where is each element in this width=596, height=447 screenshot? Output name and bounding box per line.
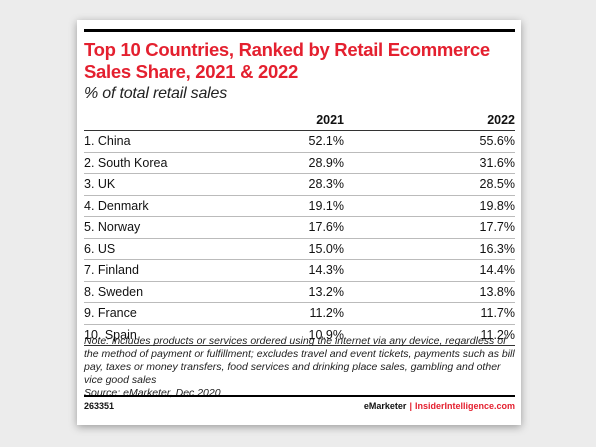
row-value-2022: 31.6% xyxy=(344,152,515,174)
row-value-2022: 28.5% xyxy=(344,173,515,196)
row-country: 8. Sweden xyxy=(84,281,234,303)
row-value-2022: 11.7% xyxy=(344,302,515,325)
table-body: 1. China 52.1% 55.6% 2. South Korea 28.9% 31.… xyxy=(84,130,515,346)
table-row: 6. US 15.0% 16.3% xyxy=(84,238,515,260)
table-row: 5. Norway 17.6% 17.7% xyxy=(84,216,515,239)
table-row: 1. China 52.1% 55.6% xyxy=(84,130,515,153)
row-country: 1. China xyxy=(84,130,234,153)
row-value-2022: 19.8% xyxy=(344,195,515,217)
column-header-2022: 2022 xyxy=(344,110,515,131)
table-header-row: 2021 2022 xyxy=(84,110,515,131)
row-country: 10. Spain xyxy=(84,324,234,346)
row-value-2021: 14.3% xyxy=(234,259,344,282)
table-row: 9. France 11.2% 11.7% xyxy=(84,302,515,325)
row-country: 5. Norway xyxy=(84,216,234,239)
table-row: 4. Denmark 19.1% 19.8% xyxy=(84,195,515,217)
row-value-2021: 11.2% xyxy=(234,302,344,325)
footnote: Note: includes products or services orde… xyxy=(84,335,515,400)
table-row: 7. Finland 14.3% 14.4% xyxy=(84,259,515,282)
row-value-2021: 52.1% xyxy=(234,130,344,153)
row-country: 9. France xyxy=(84,302,234,325)
source-text: Source: eMarketer, Dec 2020 xyxy=(84,387,221,399)
column-header-2021: 2021 xyxy=(234,110,344,131)
row-value-2022: 14.4% xyxy=(344,259,515,282)
row-value-2021: 28.3% xyxy=(234,173,344,196)
row-country: 7. Finland xyxy=(84,259,234,282)
row-value-2022: 11.2% xyxy=(344,324,515,346)
brand-insider-intelligence: InsiderIntelligence.com xyxy=(414,401,515,411)
brand-emarketer: eMarketer xyxy=(363,401,407,411)
row-country: 6. US xyxy=(84,238,234,260)
note-text: Note: includes products or services orde… xyxy=(84,335,515,386)
row-value-2021: 19.1% xyxy=(234,195,344,217)
data-table: 2021 2022 1. China 52.1% 55.6% 2. South Kor… xyxy=(84,110,515,346)
chart-title: Top 10 Countries, Ranked by Retail Ecomm… xyxy=(84,39,490,82)
row-value-2022: 16.3% xyxy=(344,238,515,260)
row-value-2021: 15.0% xyxy=(234,238,344,260)
table-row: 3. UK 28.3% 28.5% xyxy=(84,173,515,196)
brand-separator: | xyxy=(409,401,412,411)
column-header-country xyxy=(84,110,234,131)
top-rule xyxy=(84,29,515,32)
row-country: 2. South Korea xyxy=(84,152,234,174)
row-value-2022: 13.8% xyxy=(344,281,515,303)
chart-id: 263351 xyxy=(84,401,115,411)
table-row: 10. Spain 10.9% 11.2% xyxy=(84,324,515,346)
row-value-2021: 13.2% xyxy=(234,281,344,303)
row-value-2022: 55.6% xyxy=(344,130,515,153)
chart-card: Top 10 Countries, Ranked by Retail Ecomm… xyxy=(77,20,521,425)
footer-brand: eMarketer | InsiderIntelligence.com xyxy=(364,401,515,411)
table-row: 2. South Korea 28.9% 31.6% xyxy=(84,152,515,174)
table-row: 8. Sweden 13.2% 13.8% xyxy=(84,281,515,303)
row-value-2022: 17.7% xyxy=(344,216,515,239)
row-country: 4. Denmark xyxy=(84,195,234,217)
row-country: 3. UK xyxy=(84,173,234,196)
row-value-2021: 28.9% xyxy=(234,152,344,174)
row-value-2021: 17.6% xyxy=(234,216,344,239)
row-value-2021: 10.9% xyxy=(234,324,344,346)
chart-subtitle: % of total retail sales xyxy=(84,85,228,102)
bottom-rule xyxy=(84,395,515,397)
